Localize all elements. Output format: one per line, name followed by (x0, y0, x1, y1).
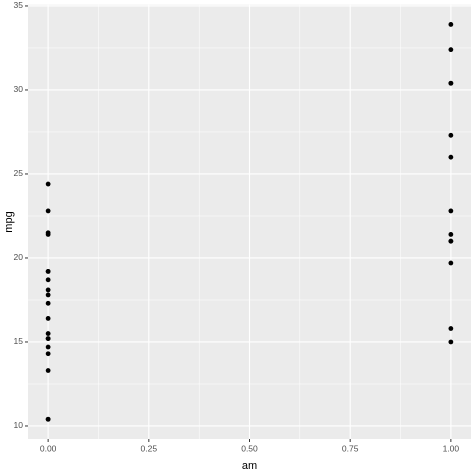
point (448, 232, 454, 237)
point (45, 344, 51, 350)
point (45, 351, 51, 357)
point (45, 300, 51, 306)
point (448, 132, 454, 138)
point (448, 80, 454, 86)
point (45, 336, 51, 342)
point (448, 22, 454, 27)
point (45, 416, 51, 422)
y-tick-label: 35 (14, 0, 24, 10)
point (45, 181, 51, 187)
x-axis-title: am (242, 460, 257, 472)
point (448, 339, 454, 345)
point (45, 277, 51, 283)
point (45, 208, 51, 214)
point (45, 316, 51, 321)
point (45, 331, 51, 336)
point (448, 260, 454, 266)
point (45, 230, 51, 236)
y-tick-label: 20 (14, 252, 24, 262)
y-axis-title: mpg (3, 211, 15, 232)
x-tick-label: 0.00 (40, 443, 57, 453)
y-tick-label: 10 (14, 420, 24, 430)
point (45, 368, 51, 373)
x-tick-label: 1.00 (443, 443, 460, 453)
x-tick-label: 0.50 (241, 443, 258, 453)
x-tick-label: 0.25 (141, 443, 158, 453)
point (45, 287, 51, 293)
point (448, 238, 454, 244)
y-tick-label: 15 (14, 336, 24, 346)
y-tick-label: 25 (14, 168, 24, 178)
point (448, 154, 454, 160)
point (45, 292, 51, 298)
point (448, 208, 454, 214)
y-tick-label: 30 (14, 84, 24, 94)
point (45, 269, 51, 274)
point (448, 326, 454, 331)
x-tick-label: 0.75 (342, 443, 359, 453)
point (448, 47, 454, 53)
